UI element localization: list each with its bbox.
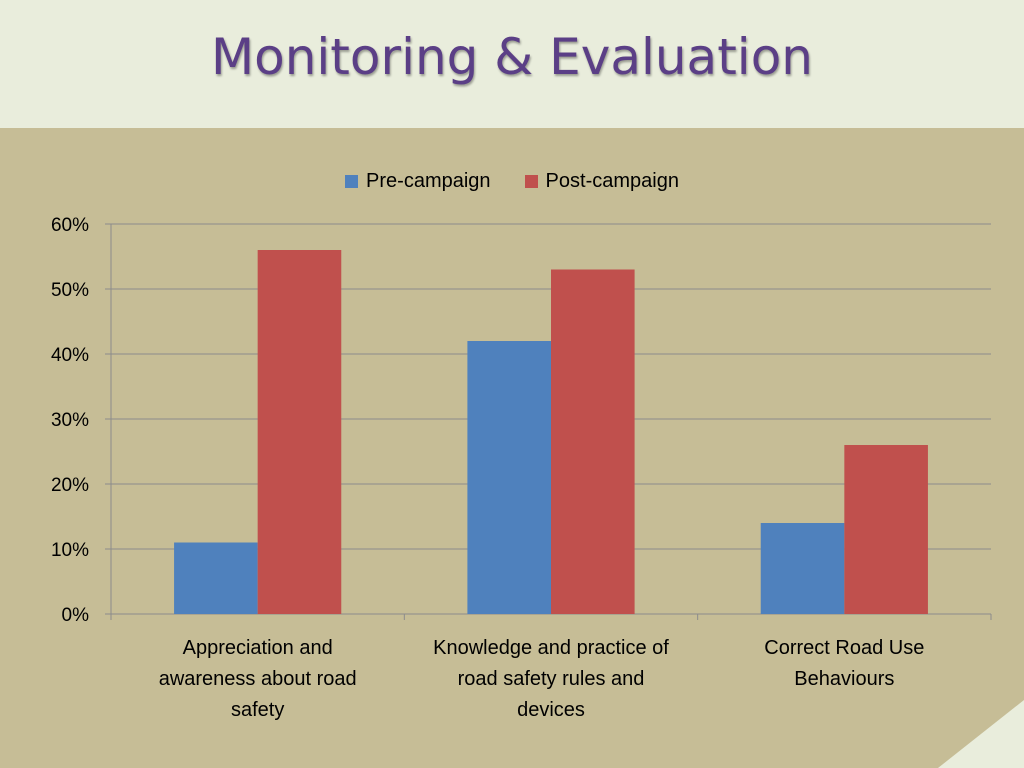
- x-category-label-line: awareness about road: [159, 668, 357, 690]
- x-category-label-line: road safety rules and: [458, 668, 645, 690]
- x-category-label-line: devices: [517, 699, 585, 721]
- x-category-label-line: safety: [231, 699, 284, 721]
- y-tick-label: 40%: [51, 345, 89, 366]
- x-category-label-line: Knowledge and practice of: [433, 637, 669, 659]
- legend-label-post-campaign: Post-campaign: [545, 170, 679, 192]
- legend-swatch-post-campaign: [524, 175, 538, 188]
- slide-title: Monitoring & Evaluation: [211, 28, 813, 86]
- bar-pre-campaign: [760, 523, 845, 614]
- title-band: [0, 0, 1024, 128]
- y-tick-label: 50%: [51, 280, 89, 301]
- x-category-label: Appreciation and awareness about road safe…: [159, 637, 357, 721]
- corner-decoration: [938, 700, 1024, 768]
- bar-post-campaign: [551, 269, 635, 614]
- legend-label-pre-campaign: Pre-campaign: [366, 170, 491, 192]
- chart-legend: Pre-campaign Post-campaign: [0, 170, 1024, 193]
- x-category-label-line: Behaviours: [794, 668, 894, 690]
- y-tick-label: 30%: [51, 410, 89, 431]
- legend-swatch-pre-campaign: [345, 175, 359, 188]
- legend-item-post-campaign: Post-campaign: [524, 170, 679, 193]
- x-category-label: Correct Road Use Behaviours: [764, 637, 924, 690]
- y-tick-label: 20%: [51, 475, 89, 496]
- y-tick-label: 60%: [51, 215, 89, 236]
- bar-post-campaign: [257, 250, 342, 614]
- y-tick-label: 0%: [62, 605, 90, 626]
- bar-post-campaign: [844, 445, 928, 614]
- x-category-label: Knowledge and practice of road safety rul…: [433, 637, 669, 721]
- x-category-label-line: Appreciation and: [183, 637, 333, 659]
- x-category-label-line: Correct Road Use: [764, 637, 924, 659]
- bar-pre-campaign: [467, 341, 551, 614]
- bar-pre-campaign: [174, 542, 258, 614]
- legend-item-pre-campaign: Pre-campaign: [345, 170, 491, 193]
- y-tick-label: 10%: [51, 540, 89, 561]
